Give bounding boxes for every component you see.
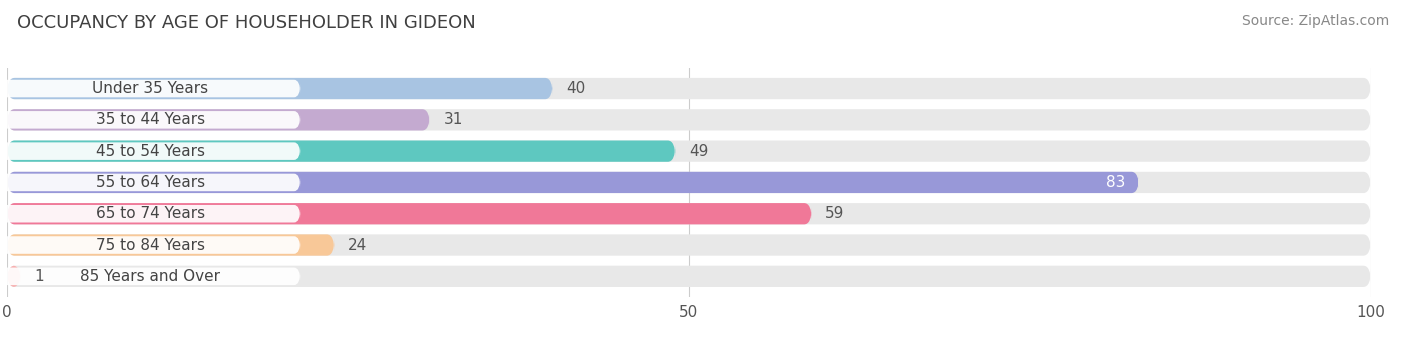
- FancyBboxPatch shape: [7, 203, 811, 224]
- FancyBboxPatch shape: [7, 266, 1371, 287]
- FancyBboxPatch shape: [0, 174, 301, 191]
- FancyBboxPatch shape: [7, 234, 335, 256]
- FancyBboxPatch shape: [7, 140, 1371, 162]
- FancyBboxPatch shape: [7, 234, 1371, 256]
- FancyBboxPatch shape: [7, 78, 1371, 99]
- Text: Under 35 Years: Under 35 Years: [93, 81, 208, 96]
- Text: 55 to 64 Years: 55 to 64 Years: [96, 175, 205, 190]
- FancyBboxPatch shape: [0, 80, 301, 97]
- Text: Source: ZipAtlas.com: Source: ZipAtlas.com: [1241, 14, 1389, 28]
- FancyBboxPatch shape: [0, 236, 301, 254]
- Text: 45 to 54 Years: 45 to 54 Years: [96, 144, 205, 159]
- Text: 24: 24: [347, 238, 367, 253]
- FancyBboxPatch shape: [0, 205, 301, 222]
- Text: 85 Years and Over: 85 Years and Over: [80, 269, 221, 284]
- Text: 49: 49: [689, 144, 709, 159]
- Text: 1: 1: [34, 269, 44, 284]
- FancyBboxPatch shape: [7, 266, 21, 287]
- Text: 31: 31: [443, 112, 463, 127]
- FancyBboxPatch shape: [7, 203, 1371, 224]
- FancyBboxPatch shape: [7, 78, 553, 99]
- FancyBboxPatch shape: [7, 140, 675, 162]
- Text: 59: 59: [825, 206, 845, 221]
- Text: OCCUPANCY BY AGE OF HOUSEHOLDER IN GIDEON: OCCUPANCY BY AGE OF HOUSEHOLDER IN GIDEO…: [17, 14, 475, 32]
- Text: 40: 40: [567, 81, 585, 96]
- Text: 83: 83: [1107, 175, 1125, 190]
- FancyBboxPatch shape: [0, 143, 301, 160]
- FancyBboxPatch shape: [7, 172, 1371, 193]
- FancyBboxPatch shape: [0, 111, 301, 129]
- FancyBboxPatch shape: [7, 172, 1139, 193]
- Text: 65 to 74 Years: 65 to 74 Years: [96, 206, 205, 221]
- FancyBboxPatch shape: [7, 109, 430, 131]
- Text: 35 to 44 Years: 35 to 44 Years: [96, 112, 205, 127]
- FancyBboxPatch shape: [0, 268, 301, 285]
- FancyBboxPatch shape: [7, 109, 1371, 131]
- Text: 75 to 84 Years: 75 to 84 Years: [96, 238, 205, 253]
